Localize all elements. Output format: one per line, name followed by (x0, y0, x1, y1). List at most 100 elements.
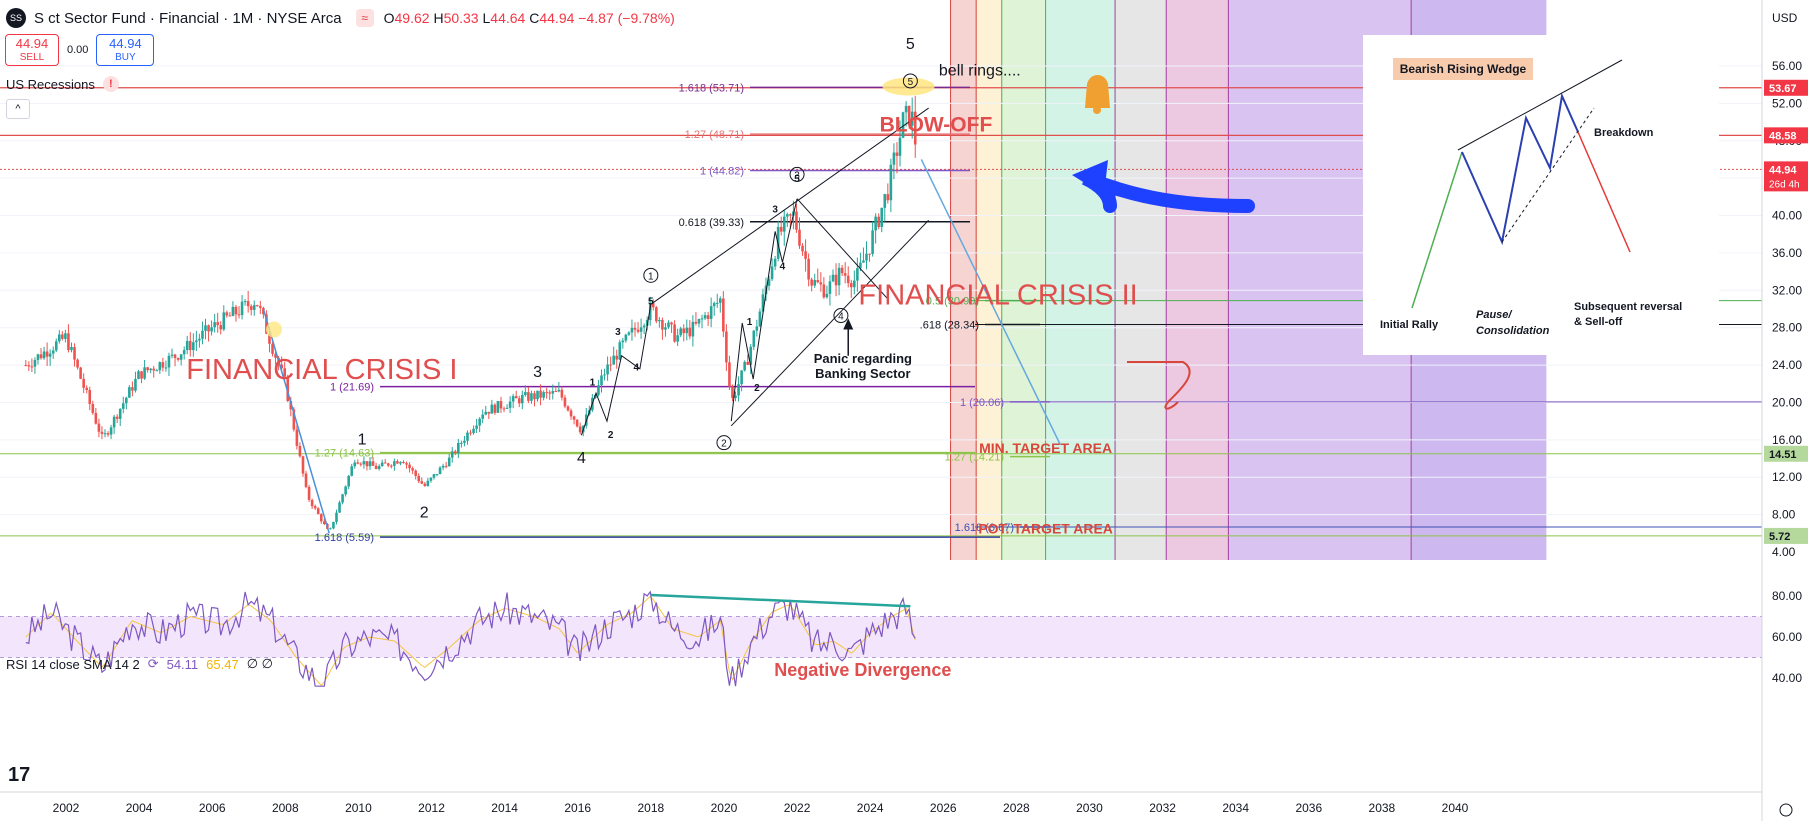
candle-body[interactable] (645, 319, 649, 326)
candle-body[interactable] (316, 508, 320, 515)
candle-body[interactable] (118, 408, 122, 419)
price-badge-1[interactable] (1764, 127, 1808, 144)
candle-body[interactable] (82, 378, 85, 388)
candle-body[interactable] (840, 267, 844, 274)
candle-body[interactable] (201, 330, 204, 339)
candle-body[interactable] (904, 105, 908, 113)
candle-body[interactable] (152, 368, 156, 371)
candle-body[interactable] (450, 451, 454, 458)
candle-body[interactable] (423, 483, 427, 486)
candle-body[interactable] (289, 401, 293, 410)
candle-body[interactable] (350, 466, 354, 476)
candle-body[interactable] (828, 281, 832, 294)
candle-body[interactable] (91, 403, 95, 413)
candle-body[interactable] (846, 275, 850, 284)
candle-body[interactable] (758, 311, 762, 327)
candle-body[interactable] (319, 514, 323, 522)
price-badge-0[interactable] (1764, 79, 1808, 96)
candle-body[interactable] (347, 475, 350, 487)
candle-body[interactable] (664, 327, 667, 330)
candle-body[interactable] (231, 306, 235, 316)
candle-body[interactable] (313, 506, 317, 509)
candle-body[interactable] (670, 322, 673, 325)
sell-button[interactable]: 44.94 SELL (5, 34, 59, 66)
candle-body[interactable] (149, 368, 152, 371)
candle-body[interactable] (865, 253, 868, 261)
candle-body[interactable] (770, 266, 774, 280)
candle-body[interactable] (61, 334, 64, 339)
candle-body[interactable] (524, 392, 527, 396)
candle-body[interactable] (627, 332, 631, 335)
candle-body[interactable] (886, 194, 890, 201)
candle-body[interactable] (718, 298, 722, 303)
candle-body[interactable] (755, 326, 759, 331)
candle-body[interactable] (173, 354, 177, 359)
candle-body[interactable] (907, 105, 911, 126)
candle-body[interactable] (301, 456, 305, 474)
candle-body[interactable] (810, 279, 813, 286)
candle-body[interactable] (134, 378, 137, 391)
candle-body[interactable] (520, 395, 524, 404)
candle-body[interactable] (146, 367, 149, 371)
candle-body[interactable] (837, 267, 841, 286)
candle-body[interactable] (67, 333, 70, 351)
candle-body[interactable] (33, 359, 37, 367)
candle-body[interactable] (457, 442, 460, 454)
candle-body[interactable] (374, 465, 378, 470)
candle-body[interactable] (128, 387, 131, 398)
candle-body[interactable] (749, 346, 753, 365)
candle-body[interactable] (737, 384, 740, 396)
candle-body[interactable] (633, 327, 637, 330)
candle-body[interactable] (155, 370, 159, 372)
candle-body[interactable] (898, 137, 902, 156)
candle-body[interactable] (51, 350, 55, 354)
candle-body[interactable] (176, 358, 180, 360)
candle-body[interactable] (417, 475, 421, 482)
candle-body[interactable] (831, 274, 835, 282)
candle-body[interactable] (630, 327, 634, 333)
candle-body[interactable] (57, 334, 61, 342)
candle-body[interactable] (252, 305, 256, 310)
candle-body[interactable] (332, 521, 335, 529)
candle-body[interactable] (88, 389, 92, 404)
candle-body[interactable] (85, 387, 89, 390)
candle-body[interactable] (76, 359, 79, 368)
candle-body[interactable] (377, 466, 381, 470)
candle-body[interactable] (414, 470, 417, 476)
candle-body[interactable] (709, 306, 713, 319)
candle-body[interactable] (761, 294, 765, 312)
candle-body[interactable] (642, 325, 646, 328)
candle-body[interactable] (42, 351, 46, 359)
candle-body[interactable] (453, 451, 457, 454)
candle-body[interactable] (789, 214, 792, 216)
candle-body[interactable] (481, 414, 484, 419)
candle-body[interactable] (207, 325, 210, 332)
candle-body[interactable] (426, 480, 430, 486)
candle-body[interactable] (877, 216, 880, 227)
candle-body[interactable] (298, 445, 302, 457)
candle-body[interactable] (438, 467, 442, 475)
candle-body[interactable] (338, 502, 341, 513)
candle-body[interactable] (578, 426, 582, 433)
candle-body[interactable] (365, 461, 369, 467)
candle-body[interactable] (362, 461, 366, 465)
candle-body[interactable] (441, 465, 445, 468)
candle-body[interactable] (265, 314, 268, 334)
candle-body[interactable] (386, 463, 390, 466)
candle-body[interactable] (527, 392, 530, 401)
candle-body[interactable] (280, 364, 283, 369)
candle-body[interactable] (112, 416, 116, 428)
candle-body[interactable] (408, 464, 411, 469)
candle-body[interactable] (286, 376, 290, 402)
candle-body[interactable] (740, 370, 743, 385)
candle-body[interactable] (484, 411, 488, 415)
candle-body[interactable] (359, 463, 363, 465)
candle-body[interactable] (368, 461, 372, 467)
candle-body[interactable] (167, 355, 171, 368)
candle-body[interactable] (490, 404, 494, 414)
candle-body[interactable] (819, 282, 823, 285)
candle-body[interactable] (767, 279, 771, 286)
candle-body[interactable] (210, 327, 213, 332)
compare-icon[interactable]: ≈ (355, 9, 374, 27)
candle-body[interactable] (140, 371, 143, 379)
